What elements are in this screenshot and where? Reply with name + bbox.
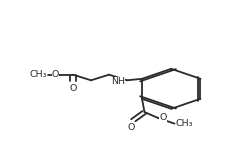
- Text: CH₃: CH₃: [29, 70, 47, 79]
- Text: O: O: [159, 113, 167, 122]
- Text: O: O: [52, 70, 59, 79]
- Text: O: O: [69, 84, 77, 93]
- Text: CH₃: CH₃: [176, 119, 193, 128]
- Text: NH: NH: [111, 77, 125, 86]
- Text: O: O: [127, 123, 134, 132]
